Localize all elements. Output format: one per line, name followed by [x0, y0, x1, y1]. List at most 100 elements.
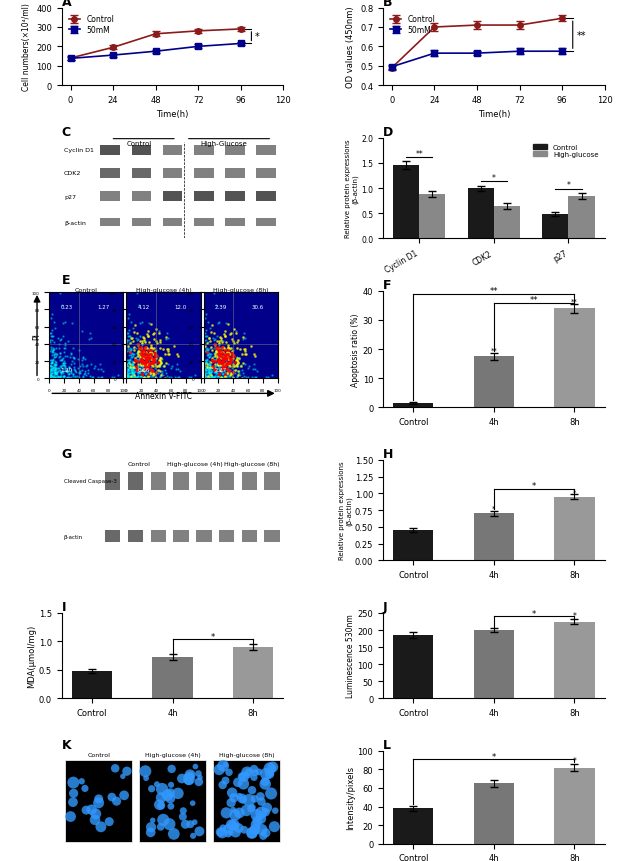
- Point: [139, 363, 149, 377]
- Text: *: *: [255, 32, 260, 42]
- Point: [203, 361, 213, 375]
- Bar: [131, 219, 151, 227]
- Point: [232, 353, 242, 367]
- Point: [47, 354, 57, 368]
- Point: [123, 312, 133, 325]
- Point: [146, 371, 156, 385]
- Text: **: **: [491, 348, 497, 354]
- Point: [221, 774, 231, 788]
- Point: [145, 370, 155, 384]
- Point: [185, 768, 195, 782]
- Point: [155, 368, 165, 381]
- Point: [130, 370, 139, 384]
- Point: [128, 368, 138, 381]
- Point: [46, 363, 56, 377]
- Point: [73, 344, 83, 357]
- Point: [223, 350, 233, 364]
- Point: [59, 342, 69, 356]
- Point: [155, 342, 165, 356]
- Point: [125, 372, 135, 386]
- Point: [78, 368, 88, 381]
- Point: [58, 371, 68, 385]
- Point: [201, 356, 211, 369]
- Point: [268, 760, 278, 774]
- Point: [222, 806, 231, 820]
- Point: [49, 370, 59, 384]
- Point: [204, 371, 214, 385]
- Bar: [213, 760, 280, 842]
- Point: [204, 351, 214, 365]
- Point: [201, 368, 210, 381]
- Point: [80, 352, 89, 366]
- Point: [125, 345, 135, 359]
- Point: [133, 369, 143, 383]
- Point: [80, 364, 90, 378]
- Point: [126, 335, 136, 349]
- Point: [125, 372, 135, 386]
- Point: [50, 356, 60, 370]
- Point: [146, 365, 156, 379]
- Y-axis label: Luminescence 530nm: Luminescence 530nm: [346, 614, 355, 697]
- Point: [205, 367, 215, 381]
- Point: [59, 369, 68, 383]
- Point: [123, 341, 133, 355]
- Point: [204, 369, 213, 382]
- Point: [135, 329, 144, 343]
- Point: [202, 346, 212, 360]
- Point: [210, 363, 220, 377]
- Point: [154, 359, 164, 373]
- Point: [215, 331, 225, 344]
- Point: [149, 356, 159, 369]
- Point: [166, 362, 176, 376]
- Bar: [419, 195, 445, 239]
- Point: [223, 342, 233, 356]
- Point: [200, 372, 210, 386]
- Text: J: J: [383, 600, 387, 613]
- Point: [147, 371, 157, 385]
- Text: High-glucose (8h): High-glucose (8h): [225, 461, 280, 466]
- Point: [64, 361, 73, 375]
- Point: [218, 370, 228, 384]
- Point: [66, 348, 76, 362]
- Point: [206, 368, 216, 381]
- Point: [225, 366, 235, 380]
- Point: [226, 370, 236, 384]
- Point: [136, 358, 146, 372]
- Point: [171, 362, 181, 376]
- Point: [144, 347, 154, 361]
- Point: [220, 367, 230, 381]
- Point: [138, 360, 147, 374]
- Point: [215, 344, 225, 357]
- Point: [133, 348, 143, 362]
- Point: [204, 361, 214, 375]
- Point: [130, 361, 139, 375]
- Point: [220, 370, 230, 384]
- Point: [61, 372, 71, 386]
- Point: [88, 370, 98, 384]
- Point: [45, 369, 55, 383]
- Point: [247, 784, 257, 797]
- Point: [46, 372, 56, 386]
- Point: [141, 361, 151, 375]
- Point: [202, 353, 212, 367]
- Point: [59, 346, 69, 360]
- Point: [155, 357, 165, 371]
- Point: [49, 343, 59, 356]
- Point: [201, 345, 211, 359]
- Point: [228, 365, 238, 379]
- Point: [144, 359, 154, 373]
- Point: [148, 356, 158, 369]
- Point: [66, 367, 76, 381]
- Point: [262, 801, 272, 815]
- Point: [165, 817, 175, 831]
- Point: [125, 356, 135, 370]
- Point: [133, 355, 143, 369]
- Point: [199, 359, 209, 373]
- Point: [223, 827, 233, 840]
- Point: [162, 789, 172, 802]
- Point: [136, 347, 146, 361]
- Point: [219, 357, 229, 371]
- Point: [131, 341, 141, 355]
- Point: [194, 767, 204, 781]
- Bar: [139, 760, 205, 842]
